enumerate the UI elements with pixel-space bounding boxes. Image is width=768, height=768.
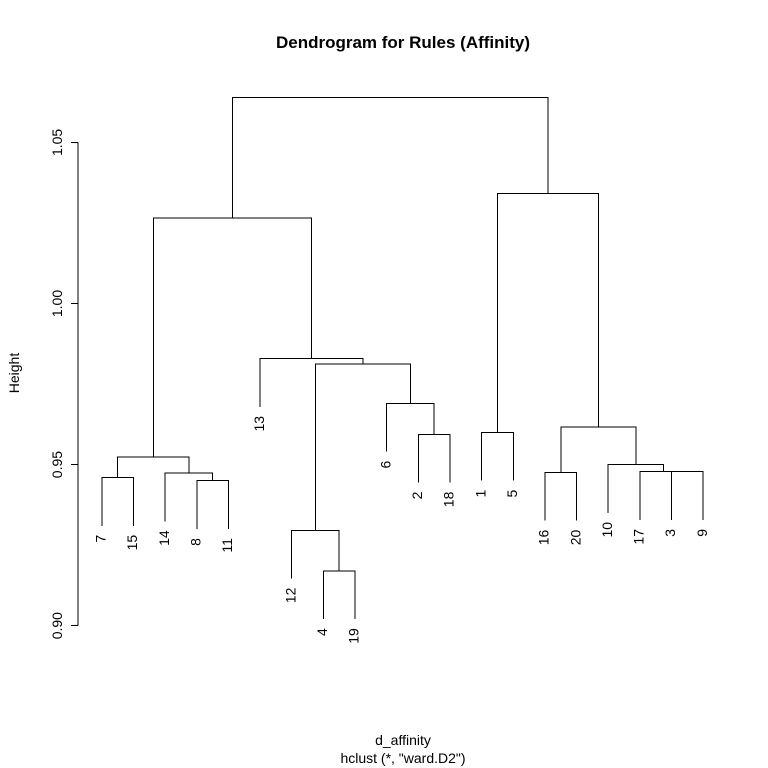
merge-link: [544, 471, 578, 521]
y-tick-label: 0.95: [49, 451, 65, 478]
y-axis-label: Height: [6, 353, 22, 394]
leaf-label: 7: [93, 535, 109, 543]
merge-link: [101, 476, 134, 526]
merge-link: [231, 96, 549, 218]
leaf-label: 5: [504, 489, 520, 497]
merge-link: [496, 193, 599, 433]
leaf-label: 3: [662, 529, 678, 537]
merge-link: [386, 402, 435, 452]
leaf-label: 15: [124, 535, 140, 551]
merge-link: [671, 471, 704, 521]
leaf-label: 4: [314, 628, 330, 636]
y-tick-label: 0.90: [49, 612, 65, 639]
leaf-label: 19: [346, 628, 362, 644]
merge-link: [314, 363, 411, 531]
leaf-label: 1: [472, 489, 488, 497]
leaf-label: 6: [377, 461, 393, 469]
leaf-label: 9: [694, 529, 710, 537]
leaf-label: 14: [156, 530, 172, 546]
merge-link: [417, 433, 451, 483]
leaf-label: 11: [219, 538, 235, 553]
merge-link: [259, 358, 364, 407]
leaf-label: 17: [631, 529, 647, 545]
merge-link: [639, 471, 688, 521]
merge-link: [164, 472, 214, 522]
leaf-label: 20: [567, 529, 583, 545]
merge-link: [291, 529, 340, 579]
y-axis: 0.90 0.95 1.00 1.05: [49, 129, 79, 639]
chart-title: Dendrogram for Rules (Affinity): [276, 33, 530, 52]
dendrogram-tree: [101, 96, 704, 620]
merge-link: [117, 456, 190, 478]
leaf-label: 16: [536, 529, 552, 545]
merge-link: [322, 570, 356, 620]
merge-link: [152, 217, 313, 457]
merge-link: [560, 426, 637, 473]
leaf-label: 10: [599, 522, 615, 538]
subtitle: hclust (*, "ward.D2"): [340, 750, 465, 766]
leaf-label: 13: [251, 416, 267, 432]
y-tick-label: 1.00: [49, 290, 65, 317]
merge-link: [481, 431, 514, 481]
merge-link: [607, 464, 665, 513]
leaf-label: 18: [441, 491, 457, 507]
leaf-label: 2: [409, 491, 425, 499]
leaf-label: 12: [282, 587, 298, 603]
x-axis-label: d_affinity: [375, 732, 431, 748]
y-tick-label: 1.05: [49, 129, 65, 156]
leaf-label: 8: [187, 538, 203, 546]
merge-link: [196, 480, 229, 530]
